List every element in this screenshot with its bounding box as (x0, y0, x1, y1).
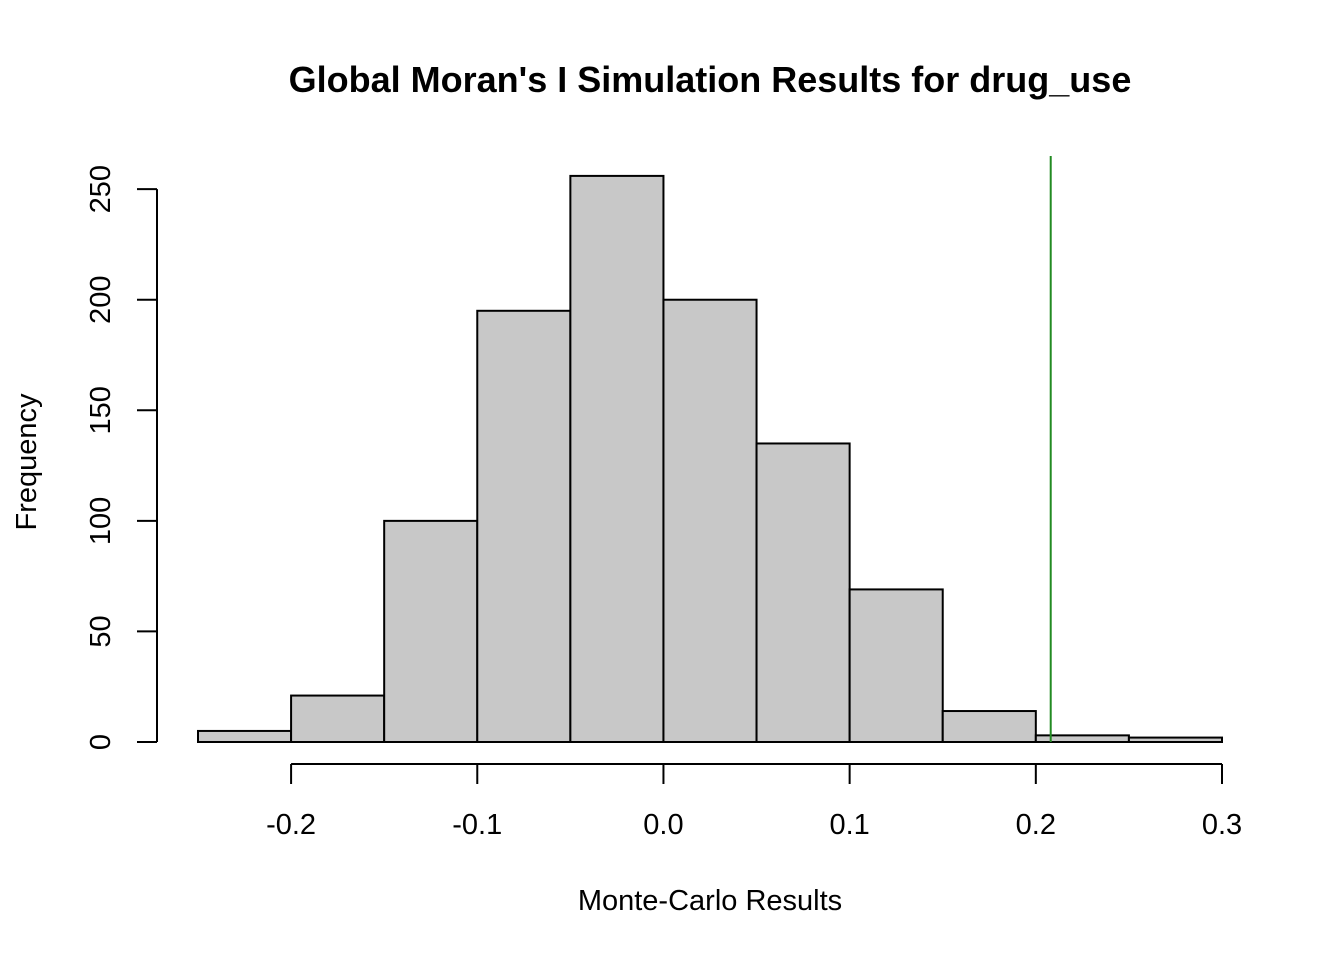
y-axis-label: Frequency (11, 393, 43, 531)
histogram-bar-0 (197, 729, 293, 744)
x-tick-label-5: 0.3 (1202, 809, 1242, 841)
y-tick-label-1: 50 (85, 615, 117, 647)
y-tick-label-5: 250 (85, 165, 117, 213)
x-tick-label-4: 0.2 (1016, 809, 1056, 841)
histogram-bar-2 (383, 519, 479, 743)
histogram-bar-1 (290, 694, 386, 743)
histogram-bar-8 (941, 710, 1037, 743)
histogram-bar-10 (1127, 736, 1223, 743)
x-axis: -0.2 -0.1 0.0 0.1 0.2 0.3 (266, 763, 1242, 841)
x-tick-label-3: 0.1 (829, 809, 869, 841)
histogram-bar-5 (662, 298, 758, 743)
x-tick-label-1: -0.1 (452, 809, 502, 841)
histogram-bar-3 (476, 309, 572, 743)
x-tick-label-0: -0.2 (266, 809, 316, 841)
y-axis: 0 50 100 150 200 250 (85, 165, 158, 750)
histogram-bar-7 (848, 588, 944, 744)
histogram-bar-4 (569, 174, 665, 743)
y-tick-label-0: 0 (85, 734, 117, 750)
x-axis-label: Monte-Carlo Results (578, 885, 842, 917)
y-tick-label-3: 150 (85, 386, 117, 434)
histogram-bar-6 (755, 442, 851, 743)
y-tick-label-4: 200 (85, 276, 117, 324)
bars-group (197, 174, 1223, 744)
chart-title: Global Moran's I Simulation Results for … (289, 59, 1132, 100)
y-tick-label-2: 100 (85, 497, 117, 545)
x-tick-label-2: 0.0 (643, 809, 683, 841)
